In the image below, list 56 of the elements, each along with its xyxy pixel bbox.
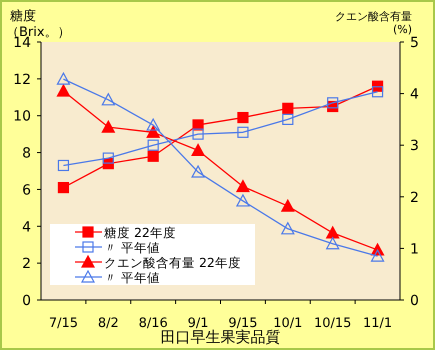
point xyxy=(102,152,114,164)
legend-label: 〃 平年値 xyxy=(104,270,160,285)
point xyxy=(281,199,294,212)
point xyxy=(372,86,384,98)
y2-tick-label: 2 xyxy=(410,190,419,206)
x-tick-label: 11/1 xyxy=(362,316,392,331)
point xyxy=(56,72,70,85)
y2-axis-title: クエン酸含有量 xyxy=(335,10,412,23)
point xyxy=(148,140,159,151)
x-axis-title: 田口早生果実品質 xyxy=(160,328,280,346)
y-tick-label: 6 xyxy=(22,182,32,198)
point xyxy=(237,126,249,138)
point xyxy=(102,120,115,133)
point xyxy=(146,118,160,131)
y-tick-label: 10 xyxy=(13,108,31,125)
point xyxy=(327,97,338,108)
x-tick-label: 10/1 xyxy=(273,316,302,331)
point xyxy=(326,226,340,239)
point xyxy=(146,126,160,138)
point xyxy=(236,180,250,192)
x-tick-label: 7/15 xyxy=(48,316,78,331)
point xyxy=(191,144,205,156)
y-tick-label: 0 xyxy=(22,293,31,309)
point xyxy=(370,250,384,262)
point xyxy=(192,128,204,140)
y-tick-label: 8 xyxy=(22,146,31,162)
point xyxy=(282,102,294,114)
y2-tick-label: 4 xyxy=(410,86,419,103)
x-tick-label: 10/15 xyxy=(314,316,352,331)
point xyxy=(236,194,250,207)
x-tick-label: 9/15 xyxy=(228,316,258,331)
x-tick-label: 9/1 xyxy=(188,316,209,331)
text: (%) xyxy=(392,23,412,36)
x-tick-label: 8/2 xyxy=(98,316,119,331)
point xyxy=(237,112,249,124)
y2-tick-label: 1 xyxy=(410,241,419,258)
point xyxy=(58,182,70,194)
y-tick-label: 12 xyxy=(13,72,31,88)
point xyxy=(148,150,159,162)
y2-tick-label: 5 xyxy=(410,35,419,51)
x-tick-label: 8/16 xyxy=(138,316,168,331)
point xyxy=(58,160,70,172)
legend-label: 〃 平年値 xyxy=(104,240,160,255)
y2-tick-label: 3 xyxy=(410,138,419,154)
point xyxy=(56,84,70,97)
point xyxy=(282,114,294,125)
point xyxy=(326,237,340,250)
legend-label: クエン酸含有量 22年度 xyxy=(104,255,241,270)
y-axis-title: 糖度 xyxy=(10,8,36,24)
y2-tick-label: 0 xyxy=(410,293,419,309)
point xyxy=(102,93,115,106)
point xyxy=(191,165,205,178)
point xyxy=(281,222,294,234)
y-tick-label: 2 xyxy=(22,256,31,272)
legend-label: 糖度 22年度 xyxy=(104,225,176,240)
y-tick-label: 4 xyxy=(22,219,32,236)
